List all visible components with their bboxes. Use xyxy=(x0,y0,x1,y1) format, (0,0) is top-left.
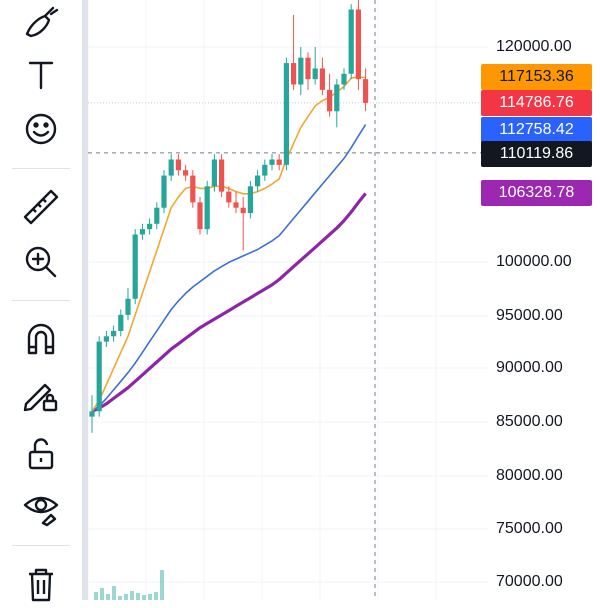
candle-body xyxy=(161,175,167,208)
ma-mid-price-tag: 112758.42 xyxy=(481,117,592,143)
candle-body xyxy=(226,191,232,203)
candle-body xyxy=(168,159,174,176)
candle-body xyxy=(312,68,318,80)
candle-body xyxy=(204,186,210,230)
candle-body xyxy=(233,202,239,208)
volume-bar xyxy=(124,594,128,600)
volume-bar xyxy=(94,592,98,600)
candle-body xyxy=(139,229,145,235)
volume-bar xyxy=(118,596,122,600)
ma-slow-line xyxy=(91,192,367,413)
volume-bar xyxy=(136,593,140,600)
candle-body xyxy=(240,207,246,214)
candle-body xyxy=(255,175,261,187)
price-axis-label: 90000.00 xyxy=(496,359,563,376)
candle-body xyxy=(348,9,354,74)
drawing-toolbar xyxy=(0,0,82,602)
candle-body xyxy=(132,234,138,299)
candle-body xyxy=(355,9,361,80)
candle-body xyxy=(125,298,131,315)
candle-body xyxy=(262,164,268,176)
volume-bar xyxy=(154,592,158,600)
volume-bar xyxy=(112,586,116,600)
volume-bar xyxy=(148,594,152,600)
price-chart[interactable]: 120000.00 100000.00 95000.00 90000.00 85… xyxy=(88,0,600,600)
trash-icon[interactable] xyxy=(17,560,65,608)
candle-body xyxy=(147,223,153,230)
candle-body xyxy=(154,207,160,224)
toolbar-separator xyxy=(12,300,70,301)
candle-body xyxy=(291,63,297,85)
candle-body xyxy=(276,159,282,165)
hide-eye-icon[interactable] xyxy=(17,483,65,531)
volume-bar xyxy=(160,570,164,600)
ma-mid-line xyxy=(91,124,367,412)
candle-body xyxy=(197,202,203,230)
candle-body xyxy=(219,159,225,192)
candle-body xyxy=(103,336,109,342)
chart-canvas[interactable] xyxy=(88,0,600,600)
text-tool-icon[interactable] xyxy=(17,50,65,98)
ma-slow-price-tag: 106328.78 xyxy=(481,180,592,206)
ruler-icon[interactable] xyxy=(17,183,65,231)
ma-fast-price-tag: 117153.36 xyxy=(481,64,592,90)
volume-bar xyxy=(106,594,110,600)
volume-bar xyxy=(142,595,146,600)
candle-body xyxy=(96,341,102,412)
candle-body xyxy=(334,84,340,112)
price-axis-label: 120000.00 xyxy=(496,38,572,55)
candle-body xyxy=(247,186,253,214)
price-axis-label: 70000.00 xyxy=(496,573,563,590)
lock-drawing-icon[interactable] xyxy=(17,370,65,418)
price-axis-label: 80000.00 xyxy=(496,467,563,484)
price-axis-label: 75000.00 xyxy=(496,520,563,537)
volume-bar xyxy=(130,591,134,600)
candle-body xyxy=(183,170,189,176)
toolbar-separator xyxy=(12,168,70,169)
candle-body xyxy=(341,73,347,85)
candle-body xyxy=(305,57,311,80)
candle-body xyxy=(89,411,95,417)
price-axis-label: 95000.00 xyxy=(496,307,563,324)
candle-body xyxy=(283,63,289,165)
candle-body xyxy=(319,68,325,90)
magnet-icon[interactable] xyxy=(17,315,65,363)
candle-body xyxy=(190,175,196,203)
price-axis-label: 100000.00 xyxy=(496,253,572,270)
candle-body xyxy=(175,159,181,171)
candle-body xyxy=(211,159,217,187)
unlock-icon[interactable] xyxy=(17,430,65,478)
brush-icon[interactable] xyxy=(17,0,65,48)
candle-body xyxy=(111,330,117,337)
candle-body xyxy=(118,314,124,331)
toolbar-scroll-edge[interactable] xyxy=(82,0,88,600)
candle-body xyxy=(327,89,333,112)
toolbar-separator xyxy=(12,545,70,546)
zoom-in-icon[interactable] xyxy=(17,238,65,286)
last-price-tag: 114786.76 xyxy=(481,90,592,116)
candle-body xyxy=(269,159,275,165)
candle-body xyxy=(298,57,304,85)
price-axis-label: 85000.00 xyxy=(496,413,563,430)
crosshair-price-tag: 110119.86 xyxy=(481,141,592,167)
emoji-icon[interactable] xyxy=(17,105,65,153)
candle-body xyxy=(363,79,369,103)
volume-bar xyxy=(100,588,104,600)
